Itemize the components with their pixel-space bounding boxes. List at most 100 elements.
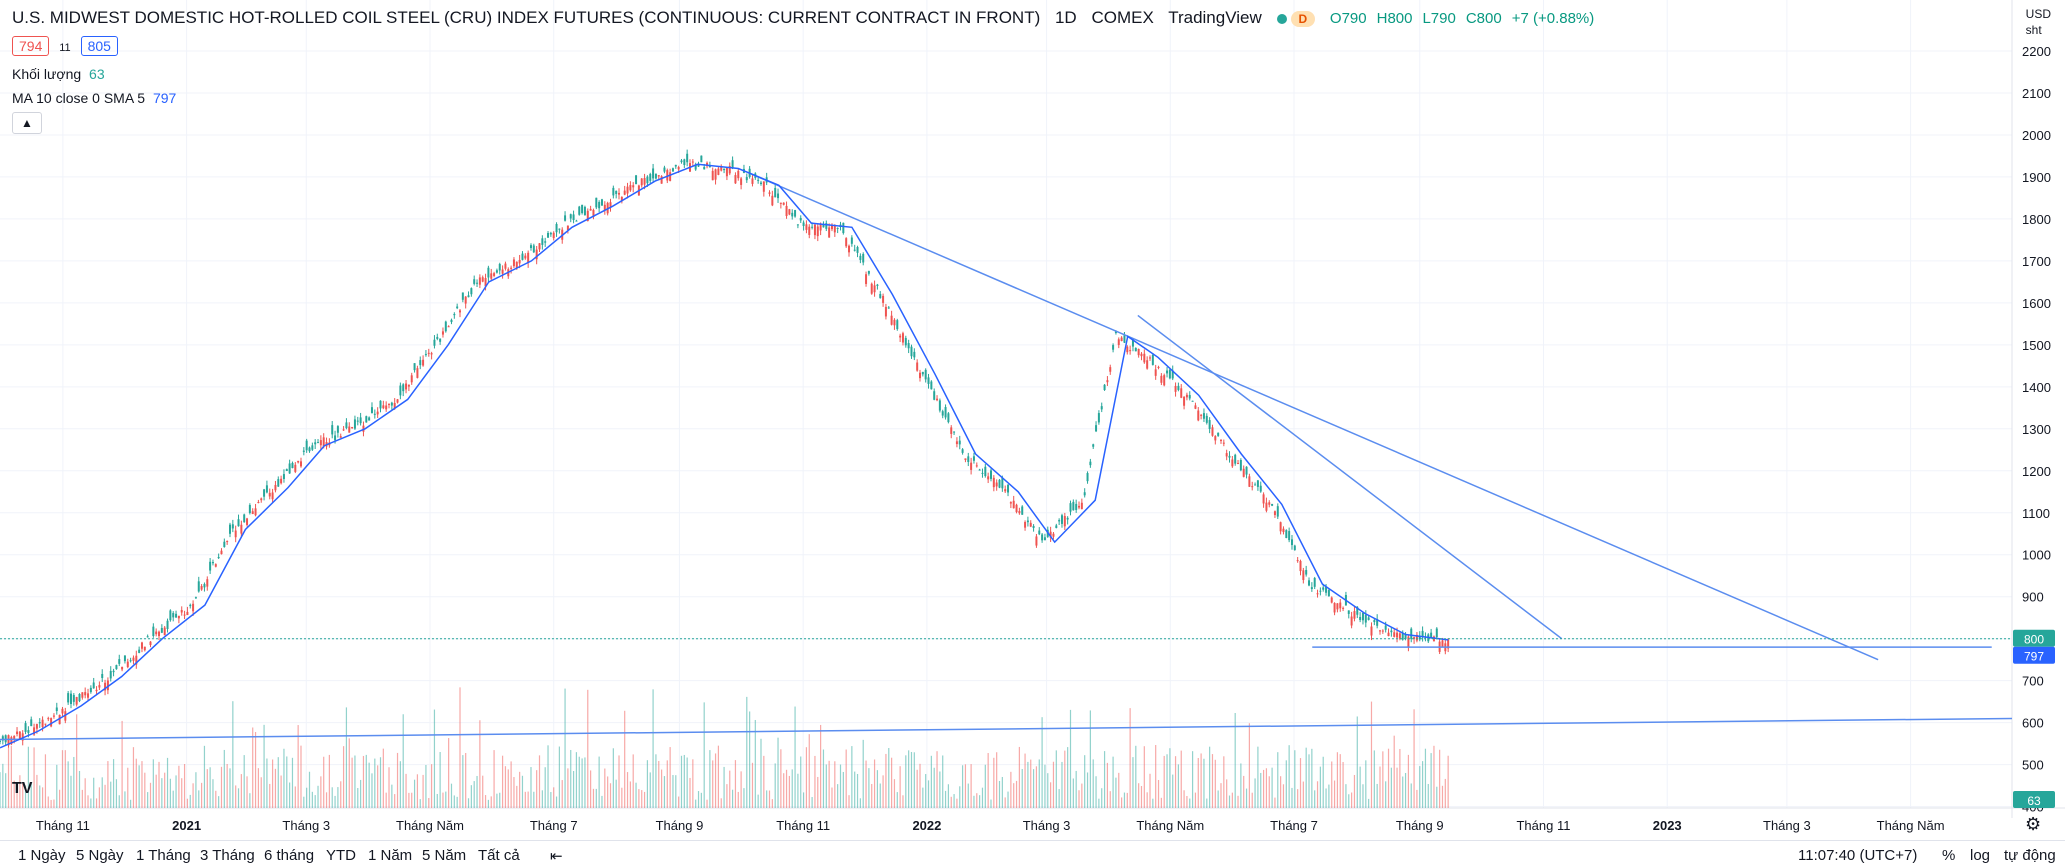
- volume-bar: [1030, 759, 1032, 808]
- candle-body: [334, 435, 337, 441]
- interval-label[interactable]: 1D: [1054, 8, 1077, 27]
- volume-bar: [186, 798, 189, 808]
- volume-bar: [797, 773, 799, 808]
- volume-bar: [408, 792, 410, 808]
- candle-body: [393, 402, 396, 409]
- range-1d-button[interactable]: 1 Ngày: [18, 847, 66, 864]
- candle-body: [1041, 534, 1044, 541]
- volume-bar: [482, 775, 484, 808]
- volume-bar: [391, 784, 393, 808]
- candle-body: [263, 489, 266, 497]
- volume-bar: [1243, 775, 1245, 808]
- candle-body: [984, 466, 987, 477]
- volume-bar: [473, 781, 475, 808]
- volume-bar: [751, 762, 754, 808]
- symbol-title[interactable]: U.S. MIDWEST DOMESTIC HOT-ROLLED COIL ST…: [12, 8, 1041, 27]
- volume-bar: [413, 779, 416, 808]
- candle-body: [782, 202, 785, 205]
- volume-bar: [1351, 792, 1353, 808]
- range-ytd-button[interactable]: YTD: [326, 847, 356, 864]
- candle-body: [1330, 597, 1333, 603]
- volume-bar: [1129, 708, 1131, 808]
- percent-toggle[interactable]: %: [1942, 847, 1956, 864]
- candle-body: [728, 165, 731, 174]
- candle-body: [740, 178, 743, 185]
- volume-bar: [1047, 773, 1049, 808]
- gear-icon[interactable]: ⚙: [2025, 814, 2042, 834]
- candle-body: [129, 660, 132, 662]
- chevron-up-icon[interactable]: ▲: [12, 112, 42, 134]
- candle-body: [970, 462, 973, 470]
- range-3m-button[interactable]: 3 Tháng: [200, 847, 255, 864]
- volume-bar: [388, 767, 390, 808]
- candle-body: [975, 465, 978, 467]
- candle-body: [1103, 384, 1106, 391]
- volume-bar: [1444, 778, 1446, 808]
- volume-bar: [834, 761, 836, 808]
- volume-bar: [1211, 754, 1214, 808]
- volume-bar: [1081, 783, 1083, 808]
- volume-bar: [283, 748, 285, 808]
- range-1y-button[interactable]: 1 Năm: [368, 847, 413, 864]
- tradingview-logo-icon[interactable]: TV: [12, 780, 33, 797]
- volume-bar: [450, 783, 453, 808]
- candle-body: [978, 469, 981, 471]
- volume-bar: [1075, 770, 1077, 808]
- candle-body: [751, 178, 754, 184]
- clock-label[interactable]: 11:07:40 (UTC+7): [1798, 847, 1918, 864]
- volume-bar: [235, 785, 237, 808]
- candle-body: [1342, 607, 1345, 609]
- candle-body: [703, 167, 706, 170]
- time-tick-label: Tháng 9: [1396, 818, 1444, 833]
- volume-bar: [837, 784, 839, 808]
- volume-bar: [1015, 780, 1018, 808]
- candle-body: [1140, 353, 1143, 357]
- volume-bar: [1396, 767, 1398, 808]
- candle-body: [654, 173, 657, 179]
- candle-body: [436, 336, 439, 339]
- price-chart[interactable]: 2200 2100 2000 1900 1800 1700 1600 1500 1400 1300…: [0, 0, 2065, 840]
- auto-scale-toggle[interactable]: tự động: [2004, 847, 2056, 864]
- bid-button[interactable]: 794: [12, 36, 50, 56]
- candle-body: [44, 723, 47, 725]
- bid-ask-row: 794 11 805: [12, 36, 118, 56]
- range-6m-button[interactable]: 6 tháng: [264, 847, 315, 864]
- candle-body: [586, 210, 589, 222]
- range-5y-button[interactable]: 5 Năm: [422, 847, 467, 864]
- candle-body: [720, 166, 723, 171]
- volume-bar: [405, 773, 407, 808]
- volume-legend[interactable]: Khối lượng 63: [12, 66, 105, 82]
- candle-body: [674, 164, 677, 167]
- volume-bar: [419, 799, 421, 808]
- time-tick-label: Tháng 3: [1023, 818, 1071, 833]
- volume-bar: [1305, 747, 1307, 808]
- volume-bar: [1231, 792, 1233, 808]
- trendline: [0, 717, 2013, 741]
- range-5d-button[interactable]: 5 Ngày: [76, 847, 124, 864]
- volume-bar: [578, 756, 580, 808]
- range-1m-button[interactable]: 1 Tháng: [136, 847, 191, 864]
- candle-body: [535, 249, 538, 260]
- log-toggle[interactable]: log: [1970, 847, 1991, 864]
- candle-body: [109, 670, 112, 679]
- volume-bar: [1331, 761, 1333, 808]
- volume-bar: [289, 782, 291, 808]
- volume-bar: [1189, 798, 1191, 808]
- candle-body: [1095, 425, 1098, 432]
- calendar-range-icon[interactable]: ⇤: [550, 848, 563, 865]
- volume-bar: [729, 770, 731, 808]
- candle-body: [558, 228, 561, 230]
- volume-bar: [249, 793, 251, 808]
- volume-bar: [939, 771, 941, 808]
- candle-body: [882, 295, 885, 303]
- candle-body: [1430, 632, 1433, 639]
- currency-unit-selector[interactable]: USD sht: [2026, 6, 2051, 38]
- ma-legend[interactable]: MA 10 close 0 SMA 5 797: [12, 90, 176, 106]
- volume-bar: [1387, 748, 1390, 808]
- volume-axis-label: 63: [2027, 794, 2041, 808]
- candle-body: [410, 375, 413, 383]
- ask-button[interactable]: 805: [80, 36, 118, 56]
- range-all-button[interactable]: Tất cả: [478, 847, 520, 864]
- candle-body: [544, 241, 547, 243]
- time-tick-label: 2022: [912, 818, 941, 833]
